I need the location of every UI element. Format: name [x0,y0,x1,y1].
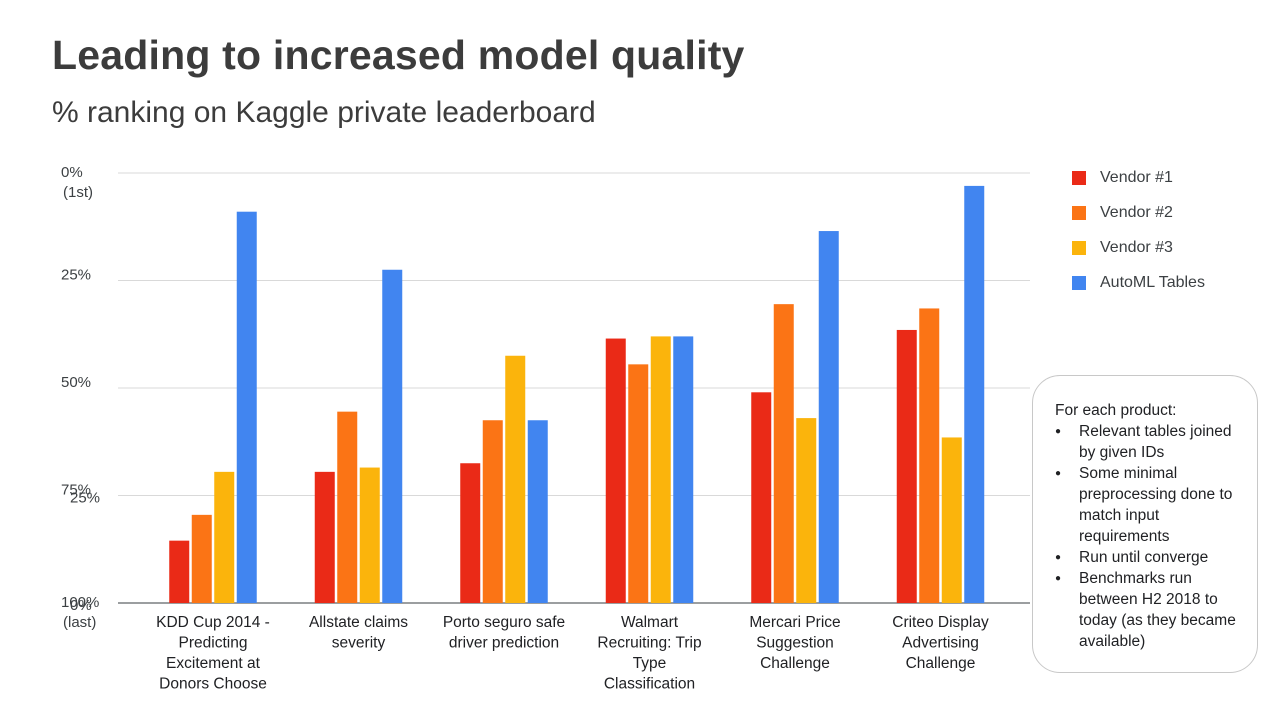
bar-vendor-1 [896,329,917,603]
y-tick-label: 100% [61,594,99,611]
x-category-label: Predicting [179,635,248,652]
x-category-label: Challenge [760,655,830,672]
x-category-label: Mercari Price [749,614,840,631]
bar-vendor-2 [919,308,940,603]
legend-swatch [1072,170,1086,185]
legend-item: AutoML Tables [1072,265,1205,300]
bar-automl-tables [527,420,548,603]
x-category-label: Excitement at [166,655,261,672]
x-category-label: Type [633,655,667,672]
y-tick-sublabel: (1st) [63,184,93,201]
bar-vendor-3 [941,437,962,603]
x-category-label: Porto seguro safe [443,614,565,631]
bar-vendor-3 [505,355,526,603]
x-category-label: KDD Cup 2014 - [156,614,270,631]
bar-vendor-1 [751,392,772,603]
legend-label: Vendor #3 [1100,238,1173,256]
legend-item: Vendor #1 [1072,160,1205,195]
x-category-label: Donors Choose [159,676,267,693]
methodology-note: For each product: Relevant tables joined… [1032,375,1258,673]
x-category-label: Advertising [902,635,979,652]
bar-automl-tables [818,231,839,604]
x-category-label: severity [332,635,386,652]
legend-swatch [1072,240,1086,255]
y-tick-label: 25% [61,267,91,284]
legend-label: Vendor #1 [1100,168,1173,186]
y-tick-artifact-label: 0% [70,597,92,614]
y-tick-artifact-label: 25% [70,490,100,507]
bar-vendor-3 [650,336,671,603]
bar-vendor-2 [773,304,794,603]
bar-vendor-2 [628,364,649,603]
legend-swatch [1072,275,1086,290]
note-bullet: Benchmarks run between H2 2018 to today … [1055,568,1243,652]
ranking-bar-chart: 0% (1st) 25% 50% 75% 100% (last) 25% 0% KDD Cup … [61,164,1030,693]
x-category-label: Allstate claims [309,614,408,631]
bar-vendor-3 [214,471,235,603]
y-tick-label: 50% [61,374,91,391]
x-category-label: Suggestion [756,635,834,652]
note-bullets: Relevant tables joined by given IDs Some… [1055,421,1243,652]
note-heading: For each product: [1055,402,1177,419]
slide-title: Leading to increased model quality [52,32,745,78]
legend-swatch [1072,205,1086,220]
note-bullet: Some minimal preprocessing done to match… [1055,463,1243,547]
chart-legend: Vendor #1 Vendor #2 Vendor #3 AutoML Tables [1072,160,1205,300]
y-tick-sublabel: (last) [63,614,96,631]
x-category-label: Recruiting: Trip [597,635,701,652]
x-category-label: Challenge [906,655,976,672]
y-tick-label: 75% [61,482,91,499]
bar-vendor-1 [169,540,190,603]
legend-label: Vendor #2 [1100,203,1173,221]
bar-automl-tables [236,211,257,603]
bar-vendor-1 [314,471,335,603]
bar-vendor-2 [337,411,358,603]
bar-vendor-1 [460,463,481,603]
legend-label: AutoML Tables [1100,273,1205,291]
bar-automl-tables [382,269,403,603]
bar-automl-tables [964,185,985,603]
x-category-label: Criteo Display [892,614,989,631]
legend-item: Vendor #2 [1072,195,1205,230]
x-category-label: driver prediction [449,635,559,652]
x-category-label: Classification [604,676,695,693]
bar-vendor-3 [359,467,380,603]
legend-item: Vendor #3 [1072,230,1205,265]
slide-subtitle: % ranking on Kaggle private leaderboard [52,96,596,129]
note-bullet: Run until converge [1055,547,1243,568]
bar-vendor-3 [796,418,817,603]
note-bullet: Relevant tables joined by given IDs [1055,421,1243,463]
bar-vendor-2 [482,420,503,603]
bar-vendor-2 [191,514,212,603]
x-category-label: Walmart [621,614,679,631]
bar-automl-tables [673,336,694,603]
y-tick-label: 0% [61,164,83,181]
bar-vendor-1 [605,338,626,603]
